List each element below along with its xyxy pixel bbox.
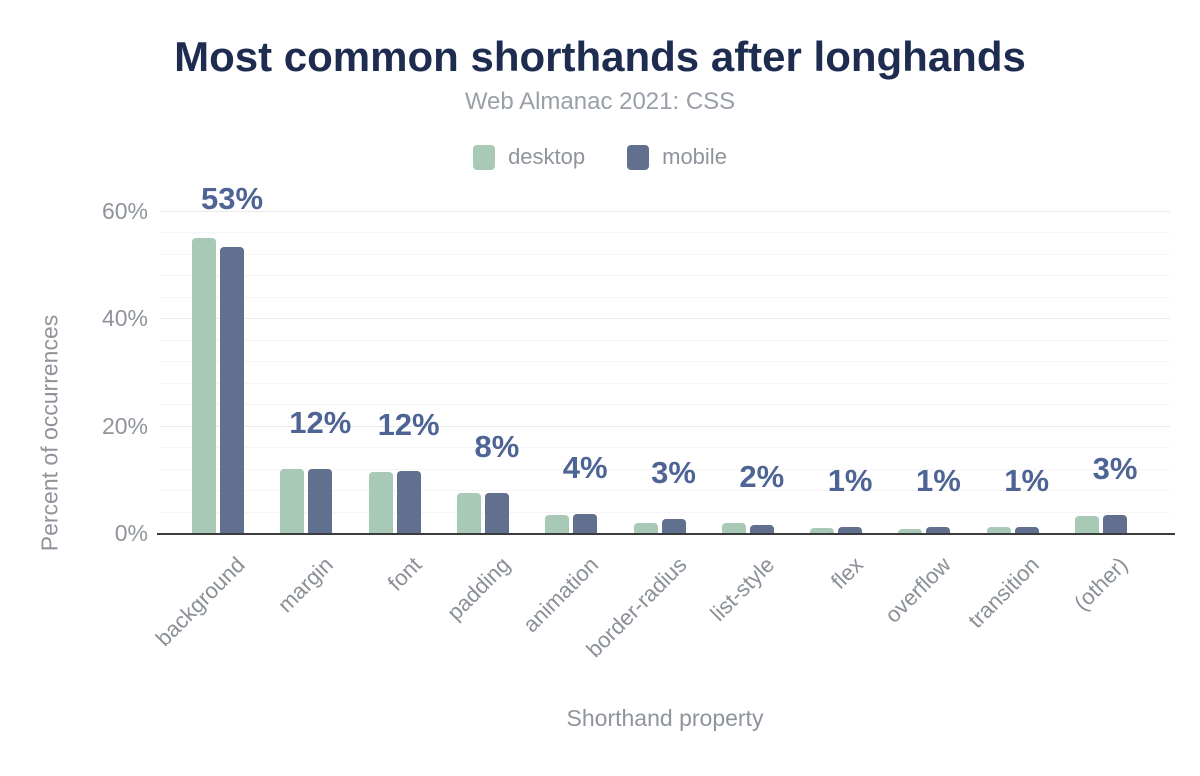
bar-desktop — [1075, 515, 1099, 533]
bar-value-label: 3% — [1092, 450, 1138, 486]
legend-swatch-desktop — [473, 144, 496, 170]
bar-value-label: 2% — [739, 459, 785, 495]
bar-mobile — [661, 519, 686, 533]
bar-desktop — [986, 527, 1011, 533]
y-tick-label: 60% — [101, 198, 148, 224]
bar-mobile — [838, 526, 863, 533]
gridline-minor — [160, 361, 1170, 363]
bar-mobile — [396, 470, 421, 533]
bar-value-label: 12% — [377, 406, 440, 442]
bar-desktop — [192, 238, 216, 533]
bar-value-label: 3% — [651, 455, 696, 491]
x-tick-label: transition — [963, 552, 1045, 633]
bar-desktop — [280, 468, 305, 533]
legend-swatch-mobile — [627, 144, 650, 170]
x-axis-line — [157, 533, 1175, 535]
bar-desktop — [633, 523, 658, 533]
gridline-minor — [160, 447, 1170, 449]
bar-desktop — [545, 514, 570, 533]
gridline-minor — [160, 511, 1170, 513]
x-tick-label: (other) — [1069, 552, 1133, 616]
x-tick-label: overflow — [880, 552, 957, 628]
gridline-minor — [160, 382, 1170, 384]
x-tick-label: background — [150, 552, 250, 651]
gridline-minor — [160, 232, 1170, 234]
gridline-major — [160, 425, 1170, 427]
x-tick-label: padding — [441, 552, 515, 626]
x-tick-label: animation — [517, 552, 603, 638]
bar-desktop — [810, 527, 835, 533]
gridline-minor — [160, 296, 1170, 298]
legend-label-desktop: desktop — [508, 144, 586, 169]
bar-value-label: 12% — [289, 404, 352, 440]
bar-mobile — [573, 514, 598, 533]
bar-mobile — [926, 527, 951, 533]
bar-value-label: 1% — [1004, 463, 1050, 499]
gridline-minor — [160, 404, 1170, 406]
gridline-major — [160, 211, 1170, 212]
chart-title: Most common shorthands after longhands — [174, 33, 1026, 80]
bar-value-label: 4% — [562, 450, 608, 486]
gridline-minor — [160, 339, 1170, 341]
bar-desktop — [721, 523, 746, 533]
gridline-minor — [160, 253, 1170, 255]
legend-item-desktop: desktop — [473, 144, 585, 170]
x-tick-label: margin — [272, 552, 338, 618]
x-tick-label: font — [382, 552, 427, 596]
bar-desktop — [368, 472, 393, 533]
x-tick-label: flex — [825, 552, 868, 594]
y-tick-label: 20% — [101, 412, 148, 439]
gridline-minor — [160, 275, 1170, 277]
bar-value-label: 8% — [474, 428, 520, 464]
x-axis-title: Shorthand property — [566, 705, 764, 731]
gridline-minor — [160, 468, 1170, 470]
legend-item-mobile: mobile — [627, 144, 727, 170]
legend-label-mobile: mobile — [662, 144, 727, 169]
bar-mobile — [749, 524, 774, 533]
bar-desktop — [898, 528, 923, 533]
bar-desktop — [456, 492, 481, 533]
bar-mobile — [484, 492, 509, 533]
bar-mobile — [220, 246, 244, 533]
bar-value-label: 1% — [915, 463, 961, 499]
gridline-minor — [160, 490, 1170, 492]
x-tick-label: list-style — [705, 552, 780, 626]
bar-mobile — [1103, 514, 1127, 533]
chart-subtitle: Web Almanac 2021: CSS — [464, 88, 736, 115]
bar-value-label: 1% — [827, 462, 873, 498]
bar-value-label: 53% — [200, 181, 264, 216]
bar-mobile — [1014, 527, 1039, 533]
bar-mobile — [308, 468, 333, 533]
y-tick-label: 0% — [114, 520, 148, 546]
gridline-major — [160, 318, 1170, 320]
legend: desktop mobile — [0, 141, 1200, 173]
y-tick-label: 40% — [101, 305, 148, 332]
